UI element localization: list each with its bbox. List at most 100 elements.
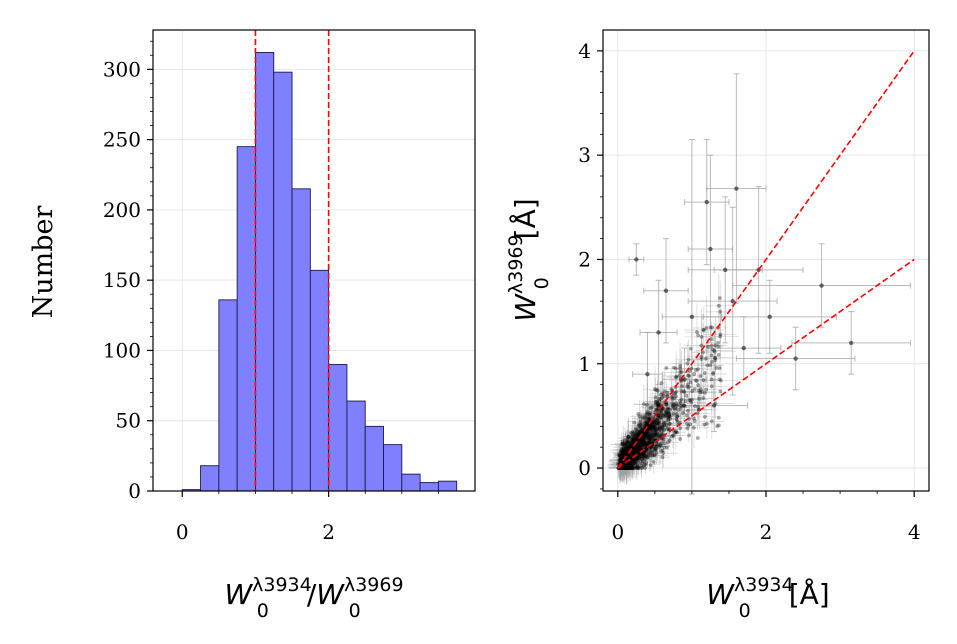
scatter-point — [699, 357, 704, 362]
scatter-point — [652, 433, 657, 438]
scatter-point — [638, 425, 643, 430]
scatter-point — [688, 380, 693, 385]
scatter-point — [622, 448, 627, 452]
scatter-point — [640, 438, 644, 443]
scatter-point — [651, 424, 656, 428]
scatter-point — [685, 384, 690, 389]
scatter-point — [621, 451, 625, 456]
scatter-point — [621, 466, 626, 470]
scatter-point — [643, 443, 648, 448]
scatter-point — [622, 466, 627, 470]
scatter-point — [633, 461, 638, 466]
scatter-point — [624, 451, 629, 456]
scatter-point — [623, 463, 628, 468]
scatter-point — [619, 456, 624, 461]
scatter-point — [673, 406, 677, 411]
scatter-point — [663, 420, 668, 425]
scatter-point — [632, 457, 637, 462]
xlabel-symbol-numerator: W — [224, 578, 253, 611]
scatter-point — [637, 446, 642, 450]
scatter-point — [685, 426, 690, 431]
scatter-point — [631, 462, 635, 467]
scatter-point — [670, 404, 675, 409]
scatter-point — [626, 452, 631, 457]
scatter-point — [649, 426, 653, 431]
scatter-point — [621, 465, 626, 469]
scatter-point — [623, 446, 628, 451]
scatter-point — [689, 400, 694, 405]
scatter-point — [629, 466, 633, 470]
histogram-bars — [181, 52, 458, 492]
scatter-point — [634, 466, 638, 470]
scatter-point — [695, 411, 700, 416]
scatter-point — [640, 439, 645, 443]
scatter-point — [625, 436, 630, 441]
scatter-point — [639, 438, 644, 442]
scatter-point — [664, 402, 669, 407]
scatter-point — [655, 444, 660, 448]
scatter-point — [694, 368, 698, 373]
scatter-point — [653, 418, 658, 423]
scatter-point — [632, 445, 637, 450]
scatter-point — [657, 419, 662, 424]
scatter-point — [660, 411, 665, 416]
scatter-point — [650, 415, 655, 420]
scatter-point — [630, 442, 635, 447]
scatter-point — [716, 423, 721, 428]
scatter-point — [645, 454, 650, 459]
scatter-point — [627, 454, 631, 458]
scatter-point — [625, 447, 630, 451]
scatter-point — [678, 405, 683, 410]
scatter-point — [701, 396, 706, 401]
scatter-point — [639, 429, 644, 434]
scatter-point — [652, 420, 656, 424]
scatter-point — [700, 350, 705, 355]
scatter-point — [654, 427, 659, 432]
scatter-point — [643, 447, 648, 452]
scatter-point — [667, 412, 672, 417]
scatter-point — [708, 325, 713, 330]
scatter-point — [636, 445, 641, 449]
scatter-point — [626, 446, 631, 451]
scatter-point — [641, 435, 646, 440]
scatter-point — [636, 412, 641, 416]
scatter-point — [642, 441, 647, 446]
scatter-point — [662, 445, 667, 450]
scatter-point — [636, 458, 641, 462]
scatter-point — [622, 452, 627, 456]
scatter-point — [620, 466, 625, 470]
scatter-point — [645, 421, 650, 426]
scatter-point — [682, 377, 687, 382]
scatter-point — [642, 463, 647, 468]
scatter-point — [633, 449, 638, 454]
scatter-point — [741, 345, 746, 351]
scatter-point — [634, 446, 639, 451]
scatter-y-tick-label: 3 — [578, 143, 591, 167]
scatter-point — [640, 435, 644, 440]
scatter-point — [642, 430, 647, 435]
scatter-point — [619, 466, 624, 470]
scatter-point — [630, 460, 635, 464]
scatter-point — [631, 447, 636, 452]
scatter-point — [624, 447, 629, 452]
scatter-point — [655, 399, 660, 404]
histogram-ticks: 0 50 100 150 200 250 300 0 2 — [103, 40, 439, 544]
scatter-point — [657, 428, 662, 433]
scatter-point — [709, 353, 714, 358]
scatter-point — [634, 427, 639, 432]
scatter-point — [629, 430, 634, 435]
scatter-x-axis-label: Wλ3934 0 [Å] — [706, 574, 829, 622]
scatter-point — [698, 374, 703, 378]
scatter-point — [627, 456, 631, 460]
scatter-point — [620, 466, 625, 470]
scatter-point — [622, 450, 627, 455]
scatter-point — [674, 390, 679, 394]
scatter-point — [622, 451, 627, 456]
scatter-point — [626, 454, 631, 458]
scatter-point — [624, 466, 629, 470]
scatter-point — [704, 387, 709, 392]
scatter-point — [645, 436, 649, 441]
scatter-point — [623, 466, 628, 470]
scatter-point — [675, 414, 680, 419]
scatter-point — [626, 454, 630, 459]
